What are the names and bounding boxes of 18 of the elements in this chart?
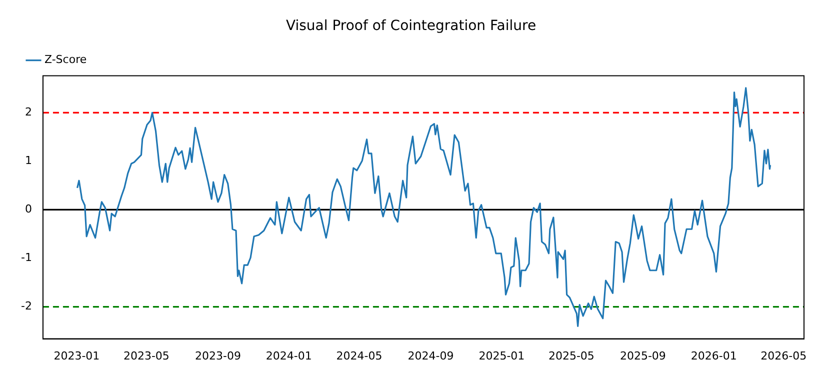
x-tick-label: 2024-05 xyxy=(336,349,382,362)
x-tick-label: 2025-09 xyxy=(620,349,666,362)
y-tick-label: -2 xyxy=(21,300,32,313)
y-tick-label: -1 xyxy=(21,251,32,264)
y-tick-label: 0 xyxy=(24,202,32,216)
x-tick-label: 2025-05 xyxy=(548,349,594,362)
x-tick-label: 2023-01 xyxy=(54,349,100,362)
x-tick-label: 2023-05 xyxy=(123,349,170,362)
x-tick-label: 2024-09 xyxy=(408,349,454,362)
x-tick-label: 2024-01 xyxy=(266,349,312,362)
y-tick-label: 1 xyxy=(24,154,32,168)
legend-label: Z-Score xyxy=(44,53,87,66)
chart-title: Visual Proof of Cointegration Failure xyxy=(286,18,536,34)
x-tick-label: 2025-01 xyxy=(478,349,525,362)
x-tick-label: 2026-05 xyxy=(760,349,807,362)
x-tick-label: 2023-09 xyxy=(194,349,241,362)
x-tick-label: 2026-01 xyxy=(690,349,737,362)
y-tick-label: 2 xyxy=(24,106,32,119)
